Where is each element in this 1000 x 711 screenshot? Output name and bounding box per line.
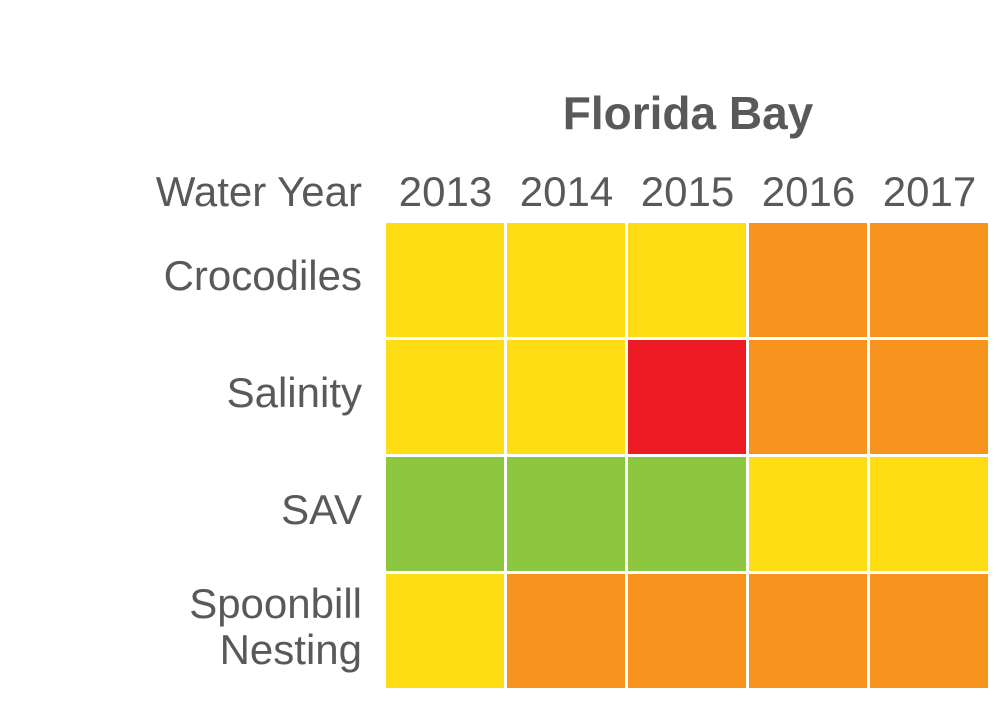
column-label: 2013 [398,168,493,215]
row-label: Salinity [226,369,362,416]
heatmap-cell-spoonbill-nesting-2014 [507,574,625,688]
heatmap-cell-crocodiles-2014 [507,223,625,337]
heatmap-cell-crocodiles-2016 [749,223,867,337]
heatmap-cell-sav-2013 [386,457,504,571]
heatmap-cell-salinity-2016 [749,340,867,454]
column-label: 2015 [640,168,735,215]
heatmap-cell-sav-2017 [870,457,988,571]
heatmap-cell-sav-2015 [628,457,746,571]
heatmap-cell-salinity-2013 [386,340,504,454]
row-label: Spoonbill Nesting [189,580,362,673]
column-label: 2017 [882,168,977,215]
column-label: 2016 [761,168,856,215]
row-label: SAV [281,486,362,533]
heatmap-cell-salinity-2014 [507,340,625,454]
heatmap-cell-sav-2014 [507,457,625,571]
chart-title: Florida Bay [562,87,814,139]
heatmap-cell-spoonbill-nesting-2017 [870,574,988,688]
heatmap-cell-spoonbill-nesting-2016 [749,574,867,688]
heatmap-cell-crocodiles-2015 [628,223,746,337]
heatmap-cell-salinity-2015 [628,340,746,454]
heatmap-cell-crocodiles-2017 [870,223,988,337]
heatmap-cell-spoonbill-nesting-2015 [628,574,746,688]
x-axis-label: Water Year [155,168,362,215]
heatmap-cell-crocodiles-2013 [386,223,504,337]
heatmap-cell-salinity-2017 [870,340,988,454]
row-label: Crocodiles [163,252,362,299]
heatmap-cell-sav-2016 [749,457,867,571]
column-label: 2014 [519,168,614,215]
heatmap-cell-spoonbill-nesting-2013 [386,574,504,688]
